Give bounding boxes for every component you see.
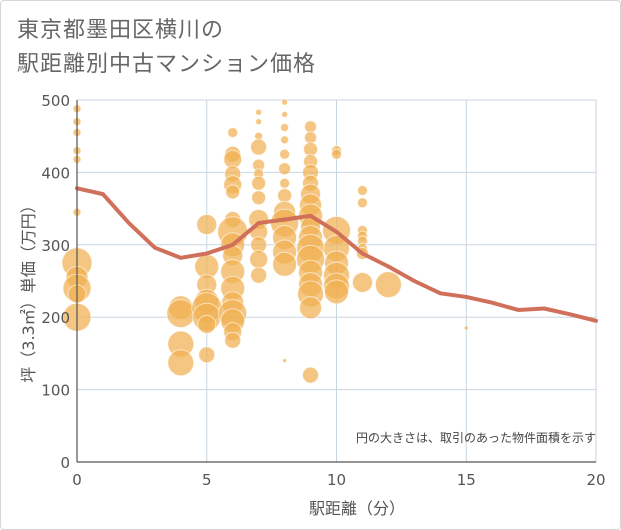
y-tick-label: 300: [41, 237, 70, 255]
y-tick-label: 0: [60, 454, 70, 472]
bubble-point: [279, 177, 291, 189]
y-axis-label: 坪（3.3㎡）単価（万円）: [19, 197, 38, 382]
bubble-point: [255, 108, 263, 116]
bubble-point: [302, 366, 320, 384]
bubble-point: [299, 296, 323, 320]
bubble-point: [198, 346, 216, 364]
bubble-point: [166, 299, 196, 329]
bubble-point: [356, 197, 368, 209]
bubble-point: [281, 110, 289, 118]
bubble-point: [280, 135, 290, 145]
bubble-point: [331, 148, 342, 160]
bubble-point: [167, 349, 195, 377]
y-tick-label: 400: [41, 164, 70, 182]
y-tick-label: 100: [41, 382, 70, 400]
bubble-point: [278, 162, 292, 176]
chart-title-line1: 東京都墨田区横川の: [17, 18, 225, 43]
bubble-point: [279, 148, 291, 160]
bubble-point: [250, 266, 268, 284]
bubble-point: [281, 98, 289, 106]
trend-line: [75, 186, 598, 323]
trend-line-group: [75, 186, 598, 323]
bubble-point: [463, 325, 469, 331]
bubble-point: [356, 185, 368, 196]
bubble-point: [272, 251, 298, 277]
y-tick-label: 500: [41, 92, 70, 110]
bubble-point: [304, 120, 318, 134]
bubble-point: [351, 271, 373, 293]
bubble-point: [249, 249, 269, 269]
bubble-point: [224, 331, 242, 349]
x-tick-label: 15: [457, 471, 476, 489]
bubble-point: [282, 358, 288, 364]
y-tick-label: 200: [41, 309, 70, 327]
bubble-point: [251, 175, 267, 191]
bubble-point: [255, 118, 263, 126]
x-axis-label: 駅距離（分）: [309, 499, 405, 518]
bubble-point: [251, 190, 267, 206]
bubble-point: [277, 188, 293, 204]
x-tick-label: 0: [72, 471, 82, 489]
bubble-point: [374, 271, 402, 299]
x-tick-label: 20: [586, 471, 605, 489]
bubble-point: [280, 123, 290, 133]
chart-title: 東京都墨田区横川の 駅距離別中古マンション価格: [17, 14, 316, 82]
bubble-point: [324, 279, 349, 305]
bubble-series: [61, 98, 469, 384]
chart-title-line2: 駅距離別中古マンション価格: [17, 52, 317, 77]
x-tick-label: 5: [202, 471, 212, 489]
bubble-point: [197, 314, 217, 334]
bubble-size-note: 円の大きさは、取引のあった物件面積を示す: [356, 430, 596, 445]
bubble-point: [250, 138, 268, 156]
axes: [76, 100, 596, 463]
bubble-point: [227, 127, 239, 139]
bubble-point: [196, 214, 218, 236]
x-tick-label: 10: [327, 471, 346, 489]
bubble-point: [225, 184, 241, 200]
